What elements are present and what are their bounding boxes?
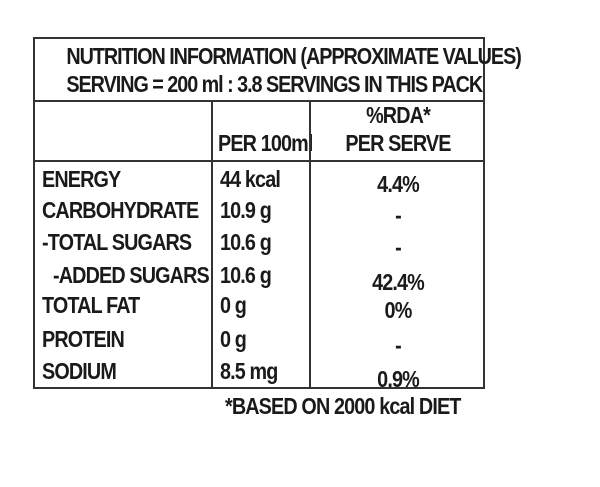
rda-energy: 4.4% (377, 171, 420, 197)
value-protein: 0 g (220, 326, 247, 352)
nutrient-sodium: SODIUM (42, 358, 117, 384)
nutrient-total-fat: TOTAL FAT (42, 292, 140, 318)
nutrient-energy: ENERGY (42, 166, 121, 192)
value-sodium: 8.5 mg (220, 358, 278, 384)
column-divider-1 (211, 102, 213, 389)
rda-footnote: *BASED ON 2000 kcal DIET (225, 393, 461, 419)
header-per-serve: PER SERVE (345, 130, 451, 156)
value-total-fat: 0 g (220, 292, 247, 318)
value-energy: 44 kcal (220, 166, 281, 192)
value-total-sugars: 10.6 g (220, 229, 272, 255)
nutrient-total-sugars: -TOTAL SUGARS (42, 229, 192, 255)
header-rda: %RDA* (366, 102, 431, 128)
title-line-2: SERVING = 200 ml : 3.8 SERVINGS IN THIS … (66, 71, 483, 97)
table-title: NUTRITION INFORMATION (APPROXIMATE VALUE… (35, 39, 522, 102)
nutrient-carbohydrate: CARBOHYDRATE (42, 197, 199, 223)
column-divider-2 (309, 102, 311, 389)
rda-total-sugars: - (395, 234, 402, 260)
rda-sodium: 0.9% (377, 366, 420, 392)
rda-carbohydrate: - (395, 202, 402, 228)
header-per-100ml: PER 100ml (218, 130, 313, 156)
nutrition-table: NUTRITION INFORMATION (APPROXIMATE VALUE… (33, 37, 522, 392)
rda-added-sugars: 42.4% (372, 269, 425, 295)
rda-total-fat: 0% (384, 297, 413, 323)
nutrient-added-sugars: -ADDED SUGARS (53, 262, 210, 288)
title-line-1: NUTRITION INFORMATION (APPROXIMATE VALUE… (66, 43, 521, 69)
value-carbohydrate: 10.9 g (220, 197, 272, 223)
column-header-row: PER 100ml %RDA* PER SERVE (35, 102, 483, 162)
value-added-sugars: 10.6 g (220, 262, 272, 288)
rda-protein: - (395, 332, 402, 358)
nutrient-protein: PROTEIN (42, 326, 125, 352)
